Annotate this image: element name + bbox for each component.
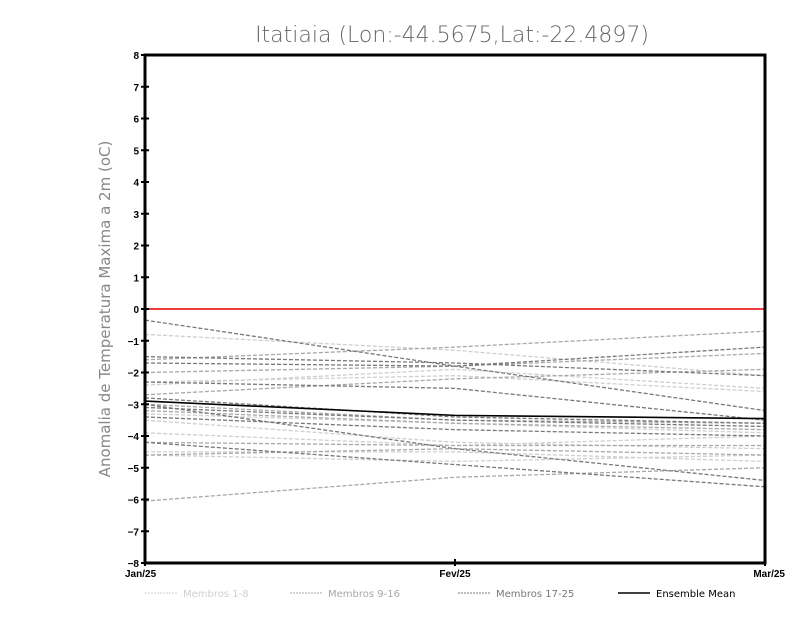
y-axis-label: Anomalia de Temperatura Maxima a 2m (oC) [96, 141, 114, 478]
member-line-1-0 [144, 330, 766, 361]
member-line-0-2 [144, 419, 766, 450]
member-line-1-6 [144, 448, 766, 456]
member-line-0-6 [145, 451, 766, 463]
axis-ticks: −8 −7 −6 −5 −4 −3 −2 −1 0 1 2 3 4 5 6 7 8 Jan/25 Fev/25 Mar… [125, 51, 785, 580]
y-tick-label: −3 [128, 400, 140, 411]
member-line-1-2 [144, 441, 765, 447]
y-tick-label: −7 [128, 527, 140, 538]
y-tick-label: 5 [133, 146, 139, 157]
plot-frame [143, 53, 767, 565]
member-line-0-4 [144, 454, 766, 463]
legend: Membros 1-8 Membros 9-16 Membros 17-25 Ense… [145, 589, 735, 600]
member-line-2-2 [144, 346, 766, 367]
y-tick-label: −6 [128, 496, 140, 507]
y-tick-label: 0 [133, 305, 139, 316]
member-line-1-1 [144, 352, 766, 374]
y-tick-label: 8 [133, 51, 139, 62]
member-line-2-0 [144, 319, 766, 412]
member-line-1-4 [144, 403, 766, 424]
member-line-2-4 [144, 397, 766, 424]
y-tick-label: −4 [128, 432, 140, 443]
member-line-0-3 [144, 432, 766, 447]
chart-title: Itatiaia (Lon:-44.5675,Lat:-22.4897) [255, 23, 649, 48]
y-tick-label: −2 [128, 369, 140, 380]
y-tick-label: 1 [133, 273, 139, 284]
member-line-2-7 [144, 441, 766, 488]
legend-label: Membros 17-25 [496, 589, 574, 600]
y-tick-label: 2 [133, 242, 139, 253]
legend-label: Membros 1-8 [183, 589, 249, 600]
member-line-0-7 [144, 413, 766, 434]
member-line-0-5 [144, 368, 766, 390]
y-tick-label: −1 [128, 337, 140, 348]
member-line-2-8 [144, 403, 766, 482]
member-line-1-3 [144, 467, 766, 502]
series-lines [144, 308, 766, 502]
y-tick-label: 6 [133, 115, 139, 126]
legend-label: Membros 9-16 [328, 589, 400, 600]
member-line-1-7 [144, 409, 766, 431]
member-line-0-0 [144, 333, 766, 377]
member-line-2-3 [144, 381, 766, 421]
x-tick-label: Fev/25 [439, 569, 471, 580]
y-tick-label: −8 [128, 559, 140, 570]
legend-label: Ensemble Mean [656, 589, 735, 600]
member-line-2-6 [144, 416, 766, 437]
member-line-2-5 [144, 406, 766, 428]
ensemble-mean-line-3-0 [144, 400, 766, 420]
x-tick-label: Jan/25 [125, 569, 157, 580]
member-line-2-1 [144, 355, 766, 377]
y-tick-label: 3 [133, 210, 139, 221]
y-tick-label: 7 [133, 83, 139, 94]
y-tick-label: 4 [133, 178, 139, 189]
member-line-1-5 [144, 368, 766, 396]
x-tick-label: Mar/25 [753, 569, 785, 580]
y-tick-label: −5 [128, 464, 140, 475]
